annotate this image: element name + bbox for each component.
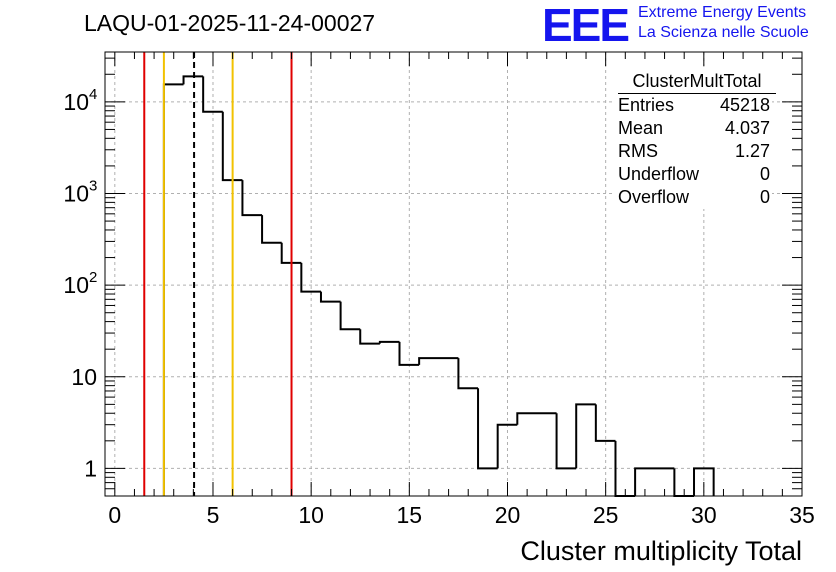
x-axis-label: Cluster multiplicity Total (520, 536, 802, 566)
stats-row-mean: Mean 4.037 (612, 117, 772, 140)
y-tick-exponent: 4 (89, 86, 97, 103)
y-tick-label: 10 (71, 364, 97, 390)
y-tick-label: 10 (63, 272, 89, 298)
stats-row-overflow: Overflow 0 (612, 186, 772, 209)
y-tick-exponent: 2 (89, 269, 97, 286)
stats-label: Underflow (618, 164, 700, 184)
histogram-bin (221, 111, 243, 182)
x-tick-label: 10 (298, 502, 324, 528)
chart-title: LAQU-01-2025-11-24-00027 (84, 10, 376, 36)
x-tick-label: 25 (593, 502, 619, 528)
y-tick-label: 10 (63, 180, 89, 206)
histogram-bin (261, 215, 282, 244)
histogram-bin (182, 75, 204, 85)
x-tick-label: 15 (397, 502, 423, 528)
axis-ticks (105, 52, 803, 497)
histogram-bin (457, 358, 479, 390)
stats-value: 0 (759, 164, 770, 184)
histogram-bin (418, 357, 459, 365)
histogram-bin (300, 262, 321, 293)
histogram-bin (398, 341, 420, 366)
histogram-bin (202, 76, 223, 113)
stats-value: 4.037 (724, 118, 770, 138)
histogram-bin (319, 291, 341, 303)
stats-row-rms: RMS 1.27 (612, 140, 772, 163)
stats-box: ClusterMultTotal Entries 45218 Mean 4.03… (612, 70, 776, 209)
histogram-bin (594, 404, 616, 442)
stats-value: 45218 (719, 95, 770, 115)
stats-label: RMS (618, 141, 658, 161)
histogram-bin (496, 423, 518, 469)
histogram-bin (339, 301, 361, 331)
logo-line-1: Extreme Energy Events (638, 4, 807, 21)
marker-lines (143, 52, 293, 496)
stats-value: 0 (759, 187, 770, 207)
histogram-bin (280, 242, 302, 264)
x-tick-label: 35 (789, 502, 815, 528)
stats-title: ClusterMultTotal (618, 70, 776, 94)
histogram-bin (555, 413, 577, 470)
x-tick-label: 0 (108, 502, 121, 528)
plot-frame (104, 51, 803, 497)
x-tick-label: 5 (207, 502, 220, 528)
histogram-bin (516, 412, 557, 425)
stats-label: Overflow (618, 187, 690, 207)
stats-value: 1.27 (734, 141, 770, 161)
histogram-bin (378, 340, 400, 344)
histogram-bin (575, 403, 596, 469)
stats-label: Entries (618, 95, 675, 115)
histogram-bin (634, 467, 675, 496)
histogram-bin (162, 83, 184, 496)
histogram-bin (693, 467, 715, 496)
x-tick-label: 30 (691, 502, 717, 528)
stats-row-underflow: Underflow 0 (612, 163, 772, 186)
y-tick-label: 10 (63, 89, 89, 115)
histogram-bin (614, 440, 636, 497)
eee-logo: EEE (542, 0, 630, 51)
y-tick-label: 1 (84, 455, 97, 481)
y-tick-exponent: 3 (89, 177, 97, 194)
histogram-bin (477, 388, 498, 470)
histogram-bin (241, 180, 263, 217)
x-tick-label: 20 (495, 502, 521, 528)
stats-row-entries: Entries 45218 (612, 94, 772, 117)
logo-line-2: La Scienza nelle Scuole (638, 24, 809, 41)
stats-label: Mean (618, 118, 664, 138)
histogram-bin (359, 329, 380, 345)
